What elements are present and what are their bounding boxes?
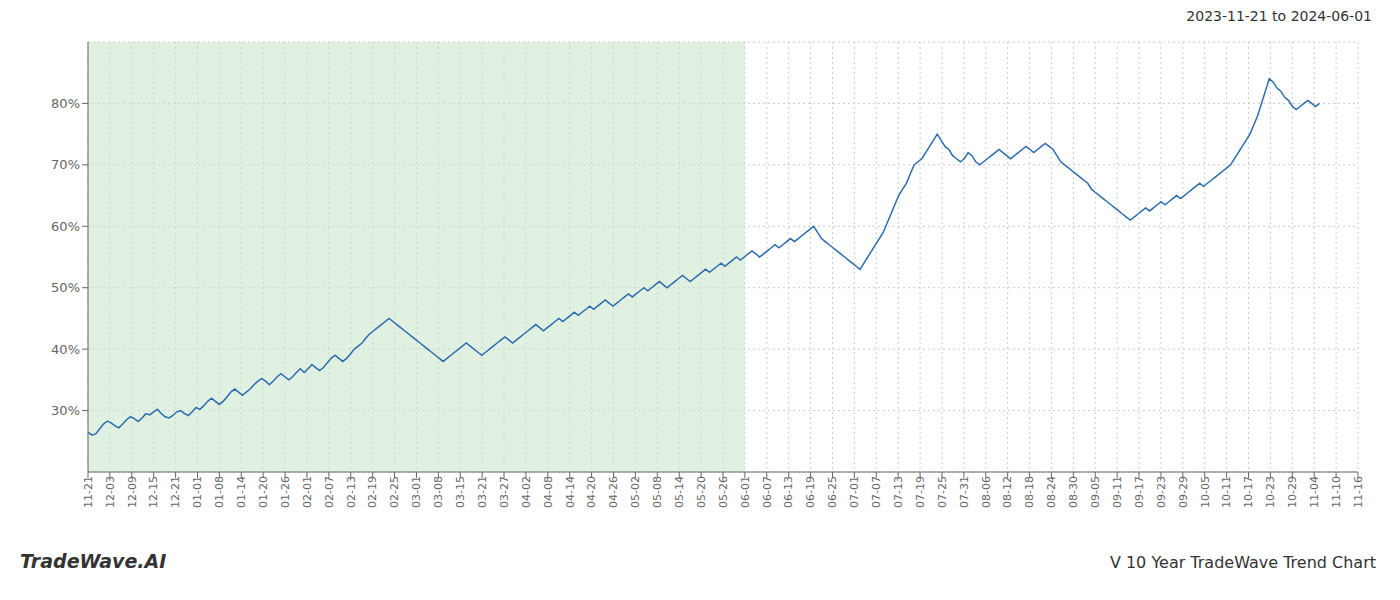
svg-text:07-01: 07-01	[848, 476, 861, 508]
svg-text:02-13: 02-13	[345, 476, 358, 508]
svg-text:05-08: 05-08	[651, 476, 664, 508]
svg-text:05-20: 05-20	[695, 476, 708, 508]
svg-text:10-23: 10-23	[1264, 476, 1277, 508]
svg-text:03-21: 03-21	[476, 476, 489, 508]
svg-text:02-07: 02-07	[323, 476, 336, 508]
svg-text:02-25: 02-25	[388, 476, 401, 508]
svg-text:70%: 70%	[51, 157, 80, 172]
svg-text:01-20: 01-20	[257, 476, 270, 508]
svg-text:06-01: 06-01	[739, 476, 752, 508]
svg-text:10-05: 10-05	[1199, 476, 1212, 508]
svg-text:12-21: 12-21	[169, 476, 182, 508]
svg-text:06-13: 06-13	[782, 476, 795, 508]
svg-text:03-01: 03-01	[410, 476, 423, 508]
svg-text:07-07: 07-07	[870, 476, 883, 508]
svg-text:01-14: 01-14	[235, 476, 248, 508]
svg-text:06-19: 06-19	[804, 476, 817, 508]
svg-text:08-30: 08-30	[1067, 476, 1080, 508]
svg-text:01-08: 01-08	[213, 476, 226, 508]
svg-text:40%: 40%	[51, 342, 80, 357]
svg-text:02-19: 02-19	[366, 476, 379, 508]
svg-text:04-14: 04-14	[564, 476, 577, 508]
svg-text:12-15: 12-15	[147, 476, 160, 508]
svg-text:09-17: 09-17	[1133, 476, 1146, 508]
svg-text:08-12: 08-12	[1001, 476, 1014, 508]
svg-text:05-02: 05-02	[629, 476, 642, 508]
svg-text:10-17: 10-17	[1242, 476, 1255, 508]
svg-text:80%: 80%	[51, 96, 80, 111]
svg-text:09-29: 09-29	[1177, 476, 1190, 508]
svg-text:09-11: 09-11	[1111, 476, 1124, 508]
svg-text:30%: 30%	[51, 403, 80, 418]
svg-text:12-09: 12-09	[126, 476, 139, 508]
svg-text:04-26: 04-26	[607, 476, 620, 508]
svg-text:09-23: 09-23	[1155, 476, 1168, 508]
svg-text:07-31: 07-31	[958, 476, 971, 508]
svg-text:08-24: 08-24	[1045, 476, 1058, 508]
svg-text:04-08: 04-08	[542, 476, 555, 508]
svg-text:08-06: 08-06	[980, 476, 993, 508]
svg-text:11-04: 11-04	[1308, 476, 1321, 508]
svg-text:01-26: 01-26	[279, 476, 292, 508]
svg-text:10-11: 10-11	[1220, 476, 1233, 508]
svg-text:07-25: 07-25	[936, 476, 949, 508]
svg-text:12-03: 12-03	[104, 476, 117, 508]
svg-text:60%: 60%	[51, 219, 80, 234]
svg-text:07-13: 07-13	[892, 476, 905, 508]
svg-text:03-27: 03-27	[498, 476, 511, 508]
svg-text:11-16: 11-16	[1352, 476, 1365, 508]
svg-text:08-18: 08-18	[1023, 476, 1036, 508]
svg-text:09-05: 09-05	[1089, 476, 1102, 508]
svg-text:04-20: 04-20	[585, 476, 598, 508]
svg-text:06-07: 06-07	[761, 476, 774, 508]
svg-text:10-29: 10-29	[1286, 476, 1299, 508]
svg-text:11-21: 11-21	[82, 476, 95, 508]
svg-text:05-26: 05-26	[717, 476, 730, 508]
svg-text:04-02: 04-02	[520, 476, 533, 508]
svg-text:05-14: 05-14	[673, 476, 686, 508]
svg-text:03-08: 03-08	[432, 476, 445, 508]
svg-text:03-15: 03-15	[454, 476, 467, 508]
svg-text:02-01: 02-01	[301, 476, 314, 508]
html-text:V 10 Year TradeWave Trend Char: V 10 Year TradeWave Trend Chart	[1109, 553, 1376, 572]
svg-text:01-01: 01-01	[191, 476, 204, 508]
html-text:TradeWave.AI: TradeWave.AI	[20, 550, 167, 572]
svg-text:06-25: 06-25	[826, 476, 839, 508]
svg-text:11-10: 11-10	[1330, 476, 1343, 508]
html-text:2023-11-21 to 2024-06-01: 2023-11-21 to 2024-06-01	[1186, 8, 1372, 24]
svg-text:50%: 50%	[51, 280, 80, 295]
svg-text:07-19: 07-19	[914, 476, 927, 508]
